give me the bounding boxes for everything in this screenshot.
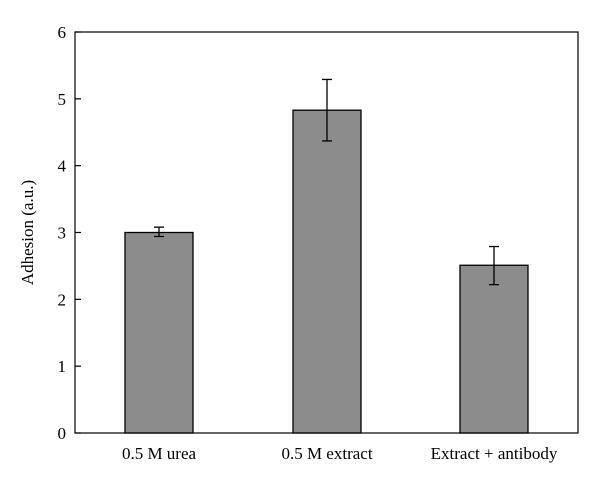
y-tick-label: 6 bbox=[58, 23, 67, 42]
bar bbox=[459, 264, 529, 434]
y-tick-label: 3 bbox=[58, 224, 67, 243]
bar bbox=[124, 231, 194, 434]
y-tick-label: 2 bbox=[58, 290, 67, 309]
y-axis-ticks-group: 0 1 2 3 4 5 6 bbox=[58, 23, 81, 443]
y-tick-label: 4 bbox=[58, 157, 67, 176]
x-category-label: 0.5 M urea bbox=[122, 444, 197, 463]
y-tick-label: 0 bbox=[58, 424, 67, 443]
error-bars-group bbox=[154, 78, 499, 286]
error-bar bbox=[322, 78, 332, 142]
x-axis-labels-group: 0.5 M urea 0.5 M extract Extract + antibod… bbox=[122, 444, 558, 463]
bars-group bbox=[124, 109, 529, 434]
error-bar bbox=[154, 226, 164, 238]
error-bar bbox=[489, 245, 499, 286]
bar bbox=[292, 109, 362, 434]
y-tick-label: 1 bbox=[58, 357, 67, 376]
y-tick-label: 5 bbox=[58, 90, 67, 109]
y-axis-title: Adhesion (a.u.) bbox=[18, 180, 37, 285]
x-category-label: 0.5 M extract bbox=[281, 444, 372, 463]
x-category-label: Extract + antibody bbox=[431, 444, 558, 463]
